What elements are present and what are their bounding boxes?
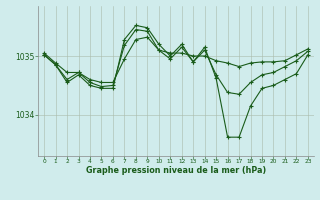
X-axis label: Graphe pression niveau de la mer (hPa): Graphe pression niveau de la mer (hPa): [86, 166, 266, 175]
